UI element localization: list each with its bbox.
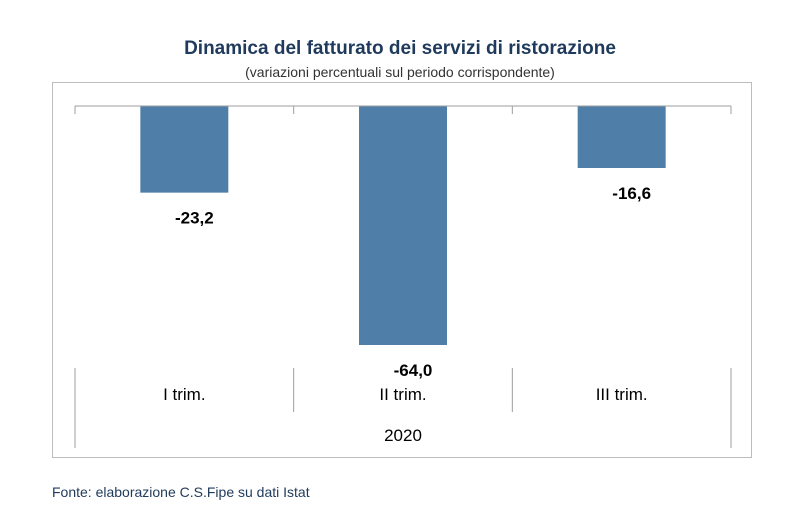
chart-title: Dinamica del fatturato dei servizi di ri… [184,38,616,59]
category-label: I trim. [163,385,206,404]
data-label: -16,6 [612,184,651,203]
category-label: III trim. [596,385,648,404]
chart-frame [52,82,752,458]
bar [140,106,229,193]
source-note: Fonte: elaborazione C.S.Fipe su dati Ist… [52,484,310,500]
group-label: 2020 [384,426,422,445]
category-label: II trim. [379,385,426,404]
bar [359,106,447,345]
chart-subtitle: (variazioni percentuali sul periodo corr… [245,64,555,80]
data-label: -23,2 [175,209,214,228]
data-label: -64,0 [394,361,433,380]
bar [577,106,666,168]
